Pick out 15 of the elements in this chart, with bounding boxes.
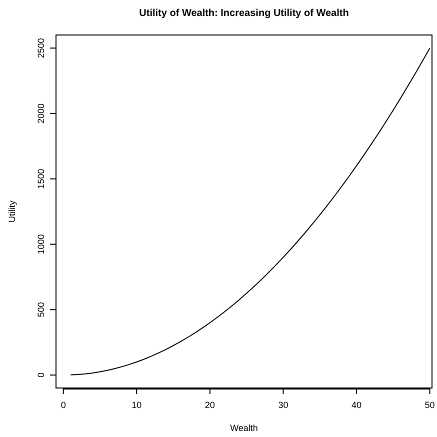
- y-tick-label: 500: [36, 302, 46, 318]
- y-axis-title: Utility: [7, 200, 17, 222]
- y-tick-label: 0: [36, 372, 46, 378]
- y-tick-label: 1000: [36, 234, 46, 254]
- x-tick-label: 0: [60, 400, 66, 410]
- x-tick-label: 30: [278, 400, 288, 410]
- y-tick-label: 1500: [36, 168, 46, 189]
- y-tick-label: 2000: [36, 103, 46, 124]
- x-tick-label: 10: [132, 400, 142, 410]
- chart-title: Utility of Wealth: Increasing Utility of Wealth: [139, 8, 349, 19]
- x-tick-label: 50: [424, 400, 435, 410]
- y-tick-label: 2500: [36, 38, 46, 58]
- x-tick-label: 20: [204, 400, 215, 410]
- x-axis-title: Wealth: [230, 423, 258, 433]
- x-tick-label: 40: [352, 400, 362, 410]
